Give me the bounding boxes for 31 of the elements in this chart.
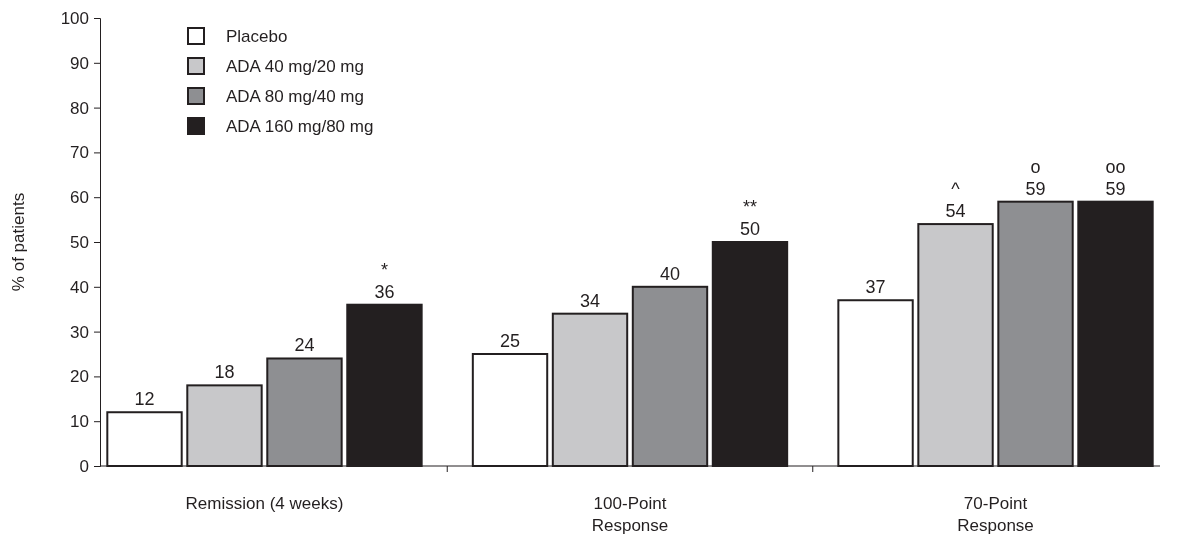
y-tick-label: 40	[70, 277, 89, 297]
data-label: 34	[579, 290, 601, 311]
y-tick-label: 0	[79, 456, 89, 476]
y-tick-label: 10	[70, 412, 89, 432]
data-label: * 36	[374, 259, 395, 302]
data-label: 25	[500, 331, 521, 351]
data-label: oo 59	[1105, 156, 1126, 199]
y-tick-label: 90	[70, 53, 89, 73]
data-label: 18	[214, 362, 235, 383]
data-label: 12	[134, 389, 155, 410]
x-tick-label: 100-Point Response	[591, 494, 669, 535]
y-tick-label: 100	[60, 8, 89, 28]
legend-label: ADA 160 mg/80 mg	[226, 117, 374, 136]
x-tick-label: 70-Point Response	[957, 494, 1034, 535]
y-tick-label: 50	[70, 232, 89, 252]
legend-label: Placebo	[226, 27, 288, 46]
data-label: 40	[659, 263, 681, 284]
legend-label: ADA 80 mg/40 mg	[226, 87, 364, 106]
data-label: ** 50	[739, 197, 760, 239]
y-axis-title: % of patients	[9, 192, 28, 292]
legend-label: ADA 40 mg/20 mg	[226, 57, 364, 76]
y-tick-label: 60	[70, 188, 89, 208]
x-tick-label: Remission (4 weeks)	[185, 494, 344, 513]
data-label: 24	[294, 335, 315, 356]
data-label: o 59	[1025, 156, 1046, 199]
data-label: 37	[865, 277, 886, 298]
y-tick-label: 80	[70, 98, 89, 118]
y-tick-label: 20	[70, 367, 89, 387]
data-label: ^ 54	[945, 179, 966, 222]
y-tick-label: 70	[70, 143, 89, 163]
y-tick-label: 30	[70, 322, 89, 342]
